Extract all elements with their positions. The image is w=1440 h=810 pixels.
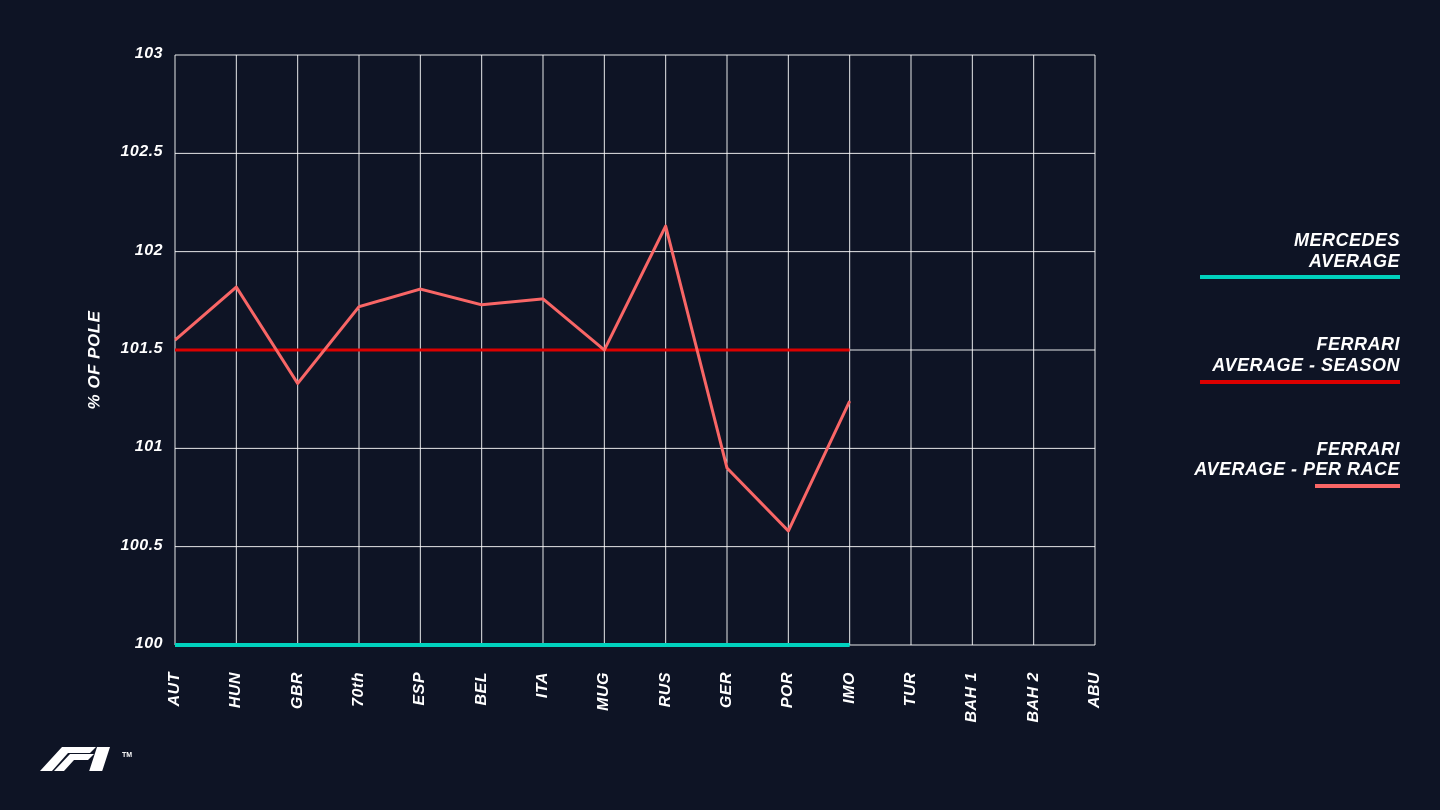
- chart-container: % OF POLE 100 100.5 101 101.5 102 102.5 103 AU…: [0, 0, 1440, 810]
- legend-swatch: [1200, 380, 1400, 384]
- x-tick-label: AUT: [166, 672, 184, 772]
- x-tick-label: POR: [779, 672, 797, 772]
- legend: MERCEDESAVERAGE FERRARIAVERAGE - SEASON FE…: [1155, 230, 1400, 543]
- x-tick-label: BEL: [473, 672, 491, 772]
- f1-logo: TM: [40, 747, 135, 780]
- x-tick-label: BAH 2: [1025, 672, 1043, 772]
- x-tick-label: 70th: [350, 672, 368, 772]
- x-tick-label: ITA: [534, 672, 552, 772]
- x-tick-label: BAH 1: [963, 672, 981, 772]
- x-tick-label: ESP: [411, 672, 429, 772]
- x-tick-label: GBR: [289, 672, 307, 772]
- x-tick-label: TUR: [902, 672, 920, 772]
- legend-item: FERRARIAVERAGE - PER RACE: [1155, 439, 1400, 488]
- y-tick-label: 102: [135, 242, 163, 260]
- legend-text: FERRARIAVERAGE - SEASON: [1155, 334, 1400, 375]
- x-tick-label: MUG: [595, 672, 613, 772]
- x-tick-label: RUS: [657, 672, 675, 772]
- y-axis-label: % OF POLE: [84, 311, 104, 410]
- legend-swatch: [1315, 484, 1400, 488]
- y-tick-label: 101.5: [120, 340, 163, 358]
- y-tick-label: 102.5: [120, 143, 163, 161]
- x-tick-label: GER: [718, 672, 736, 772]
- y-tick-label: 103: [135, 45, 163, 63]
- x-tick-label: HUN: [227, 672, 245, 772]
- y-tick-label: 100: [135, 635, 163, 653]
- y-tick-label: 101: [135, 438, 163, 456]
- x-tick-label: IMO: [841, 672, 859, 772]
- legend-item: MERCEDESAVERAGE: [1155, 230, 1400, 279]
- x-tick-label: ABU: [1086, 672, 1104, 772]
- y-tick-label: 100.5: [120, 537, 163, 555]
- legend-item: FERRARIAVERAGE - SEASON: [1155, 334, 1400, 383]
- legend-text: MERCEDESAVERAGE: [1155, 230, 1400, 271]
- legend-swatch: [1200, 275, 1400, 279]
- svg-text:TM: TM: [122, 752, 132, 759]
- legend-text: FERRARIAVERAGE - PER RACE: [1155, 439, 1400, 480]
